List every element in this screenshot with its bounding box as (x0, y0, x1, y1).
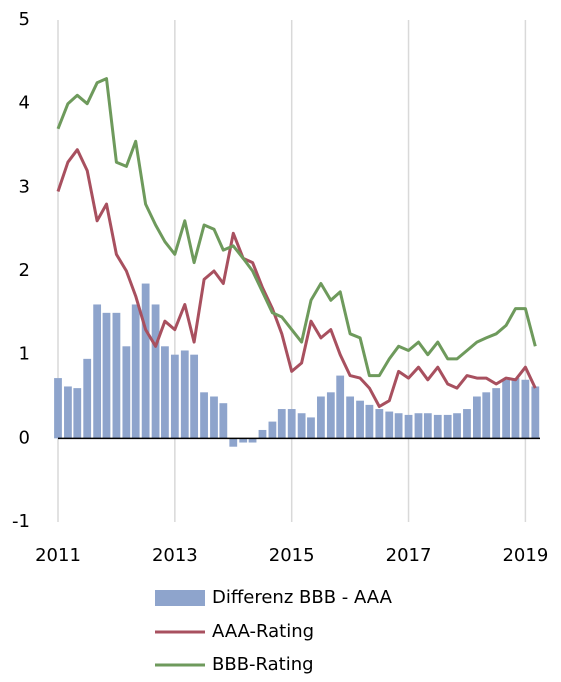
bar (268, 421, 277, 439)
bar (404, 414, 413, 439)
bar (200, 392, 208, 439)
bar (287, 409, 296, 439)
legend-label: BBB-Rating (212, 654, 314, 675)
bar (317, 396, 325, 439)
bar (385, 411, 394, 439)
bar (141, 283, 150, 439)
y-tick-label: 5 (19, 9, 30, 30)
bar (297, 413, 306, 439)
bar (453, 413, 461, 439)
bar (93, 304, 102, 439)
x-tick-label: 2011 (35, 545, 81, 566)
bar (482, 392, 491, 439)
x-tick-label: 2019 (502, 545, 548, 566)
y-tick-label: 1 (19, 344, 30, 365)
bar (423, 413, 432, 439)
legend-label: AAA-Rating (212, 621, 314, 642)
bar (180, 350, 189, 439)
bar (64, 386, 72, 439)
bar (102, 312, 111, 439)
x-tick-label: 2013 (152, 545, 198, 566)
y-tick-label: 4 (19, 93, 30, 114)
bar (394, 413, 403, 439)
y-tick-label: 3 (19, 176, 30, 197)
bar (161, 346, 169, 439)
y-tick-label: 2 (19, 260, 30, 281)
bar (443, 414, 452, 439)
legend-label: Differenz BBB - AAA (212, 587, 393, 608)
bar (463, 409, 471, 439)
bar (248, 438, 257, 443)
bar (83, 358, 92, 439)
bar (531, 386, 540, 439)
bar (229, 438, 238, 447)
bar (190, 354, 199, 439)
bar (365, 404, 374, 439)
line (56, 77, 537, 378)
bar (414, 413, 423, 439)
y-tick-label: 0 (19, 427, 30, 448)
bar (356, 400, 364, 439)
bar (122, 346, 131, 439)
bar (170, 354, 179, 439)
bar (326, 392, 335, 439)
bar (210, 396, 218, 439)
bar (239, 438, 248, 443)
bar (511, 378, 520, 439)
bar (336, 375, 345, 439)
bar (73, 388, 82, 439)
bar (433, 414, 442, 439)
legend-swatch (155, 590, 205, 606)
y-tick-label: -1 (12, 511, 30, 532)
bar (346, 396, 355, 439)
bar (473, 396, 481, 439)
bar (492, 388, 501, 439)
x-tick-label: 2017 (386, 545, 432, 566)
bar (131, 304, 140, 439)
bar (54, 378, 62, 439)
bar (112, 312, 121, 439)
bar (307, 417, 315, 439)
bar (277, 409, 286, 439)
line (56, 148, 537, 408)
bar (502, 379, 511, 439)
x-tick-label: 2015 (269, 545, 315, 566)
bar (151, 304, 160, 439)
bar (375, 409, 384, 439)
bar (258, 429, 267, 439)
bar (219, 403, 228, 439)
bar (521, 379, 530, 439)
